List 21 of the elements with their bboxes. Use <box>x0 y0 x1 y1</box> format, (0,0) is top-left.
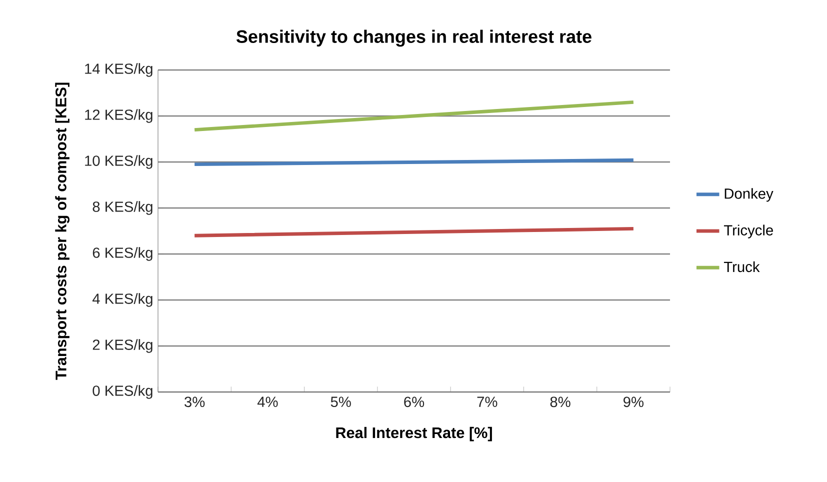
y-tick-label: 6 KES/kg <box>92 247 152 261</box>
y-tick-label: 8 KES/kg <box>92 201 152 215</box>
x-tick-label: 8% <box>550 396 570 408</box>
x-tick-label: 5% <box>330 396 351 408</box>
y-tick-label: 4 KES/kg <box>92 293 152 307</box>
chart-title: Sensitivity to changes in real interest rate <box>236 30 592 47</box>
y-tick-label: 0 KES/kg <box>92 385 152 399</box>
y-tick-label: 2 KES/kg <box>92 339 152 353</box>
legend-label: Tricycle <box>724 224 773 238</box>
y-tick-label: 12 KES/kg <box>85 109 152 123</box>
y-axis-title: Transport costs per kg of compost [KES] <box>55 82 70 380</box>
x-tick-label: 4% <box>257 396 278 407</box>
y-tick-label: 14 KES/kg <box>85 63 152 77</box>
x-tick-label: 7% <box>477 396 498 407</box>
x-tick-label: 9% <box>624 396 644 408</box>
x-axis-title: Real Interest Rate [%] <box>336 426 492 442</box>
x-tick-label: 3% <box>184 396 205 408</box>
legend-label: Truck <box>724 261 760 272</box>
legend-label: Donkey <box>724 188 774 202</box>
y-tick-label: 10 KES/kg <box>85 155 152 169</box>
x-tick-label: 6% <box>404 396 424 408</box>
